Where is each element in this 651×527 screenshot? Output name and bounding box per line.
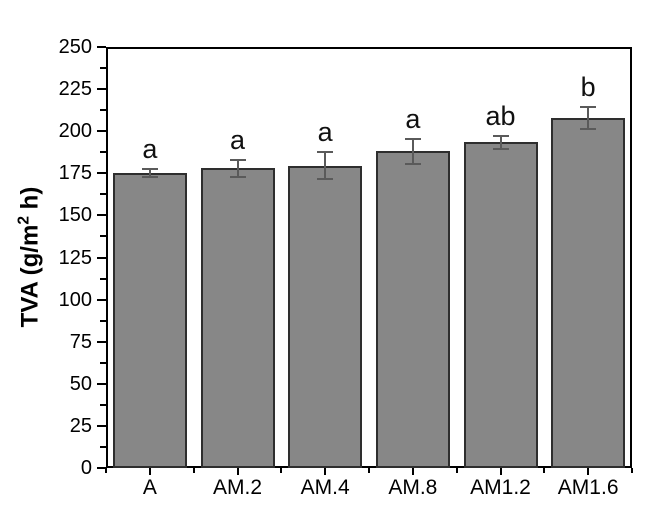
error-bar-line — [587, 105, 590, 130]
y-axis-minor-tick — [100, 361, 106, 364]
error-bar-cap-bottom — [492, 147, 509, 150]
error-bar-line — [411, 137, 414, 165]
y-axis-major-tick — [97, 382, 106, 385]
error-bar-am-4 — [317, 151, 334, 181]
x-axis-major-tick — [324, 468, 327, 475]
y-axis-tick-label: 0 — [80, 457, 92, 479]
error-bar-cap-bottom — [317, 178, 334, 181]
error-bar-cap-top — [580, 105, 597, 108]
error-bar-cap-bottom — [580, 127, 597, 130]
y-axis-tick-label: 250 — [58, 36, 92, 58]
plot-area — [106, 47, 632, 468]
y-axis-tick-label: 175 — [58, 162, 92, 185]
error-bar-cap-top — [492, 134, 509, 137]
x-axis-major-tick — [411, 468, 414, 475]
y-axis-major-tick — [97, 46, 106, 48]
y-axis-tick-label: 225 — [58, 78, 92, 101]
y-axis-title-prefix: TVA (g/m — [16, 224, 44, 328]
y-axis-major-tick — [97, 467, 106, 469]
y-axis-minor-tick — [100, 151, 106, 154]
x-axis-category-label: AM.8 — [388, 476, 438, 499]
x-axis-minor-tick — [368, 468, 370, 473]
bar-am1-2 — [463, 142, 538, 468]
x-axis-category-label: AM1.2 — [470, 476, 531, 499]
y-axis-major-tick — [97, 88, 106, 91]
y-axis-major-tick — [97, 424, 106, 427]
error-bar-cap-top — [229, 159, 246, 161]
error-bar-line — [499, 134, 502, 150]
error-bar-cap-bottom — [141, 176, 158, 179]
x-axis-category-label: A — [142, 476, 157, 499]
bar-am1-6 — [551, 117, 626, 468]
error-bar-cap-top — [404, 137, 421, 140]
error-bar-cap-bottom — [404, 162, 421, 165]
x-axis-major-tick — [148, 468, 151, 475]
y-axis-major-tick — [97, 298, 106, 301]
x-axis-category-label: AM.2 — [212, 476, 263, 499]
bar-am-2 — [200, 168, 275, 468]
error-bar-line — [236, 159, 239, 178]
significance-letter-a: a — [142, 134, 158, 165]
x-axis-category-label: AM1.6 — [557, 476, 619, 499]
error-bar-cap-top — [317, 151, 334, 154]
error-bar-am1-2 — [492, 134, 509, 150]
y-axis-minor-tick — [100, 109, 106, 112]
x-axis-minor-tick — [280, 468, 283, 473]
y-axis-tick-label: 100 — [58, 288, 92, 311]
y-axis-major-tick — [97, 172, 106, 175]
y-axis-minor-tick — [100, 445, 106, 448]
x-axis-minor-tick — [631, 468, 633, 473]
error-bar-line — [148, 168, 151, 179]
x-axis-minor-tick — [455, 468, 458, 473]
significance-letter-am-4: a — [317, 117, 333, 148]
y-axis-minor-tick — [100, 67, 106, 70]
x-axis-major-tick — [236, 468, 239, 475]
x-axis-minor-tick — [105, 468, 107, 473]
y-axis-major-tick — [97, 340, 106, 343]
x-axis-category-label: AM.4 — [300, 476, 350, 499]
y-axis-minor-tick — [100, 277, 106, 280]
y-axis-major-tick — [97, 130, 106, 133]
error-bar-line — [324, 151, 327, 181]
x-axis-minor-tick — [543, 468, 546, 473]
significance-letter-am1-2: ab — [485, 100, 516, 131]
y-axis-minor-tick — [100, 403, 106, 406]
bar-a — [112, 173, 187, 468]
error-bar-cap-bottom — [229, 175, 246, 178]
y-axis-tick-label: 25 — [69, 414, 92, 437]
y-axis-minor-tick — [100, 193, 106, 196]
y-axis-minor-tick — [100, 235, 106, 238]
x-axis-minor-tick — [192, 468, 195, 473]
error-bar-am1-6 — [580, 105, 597, 130]
x-axis-major-tick — [499, 468, 502, 475]
y-axis-major-tick — [97, 214, 106, 217]
y-axis-major-tick — [97, 256, 106, 259]
y-axis-tick-label: 125 — [58, 246, 92, 269]
y-axis-tick-label: 50 — [69, 372, 92, 395]
significance-letter-am-2: a — [229, 125, 246, 155]
y-axis-tick-label: 75 — [69, 330, 92, 353]
error-bar-cap-top — [141, 168, 158, 171]
significance-letter-am-8: a — [405, 103, 421, 134]
error-bar-am-8 — [404, 137, 421, 165]
bar-am-8 — [375, 151, 450, 468]
error-bar-a — [141, 168, 158, 179]
bar-am-4 — [288, 165, 363, 468]
y-axis-minor-tick — [100, 319, 106, 322]
error-bar-am-2 — [229, 159, 246, 178]
y-axis-tick-label: 200 — [58, 120, 92, 143]
y-axis-tick-label: 150 — [58, 204, 92, 227]
x-axis-major-tick — [587, 468, 590, 475]
significance-letter-am1-6: b — [580, 71, 596, 102]
